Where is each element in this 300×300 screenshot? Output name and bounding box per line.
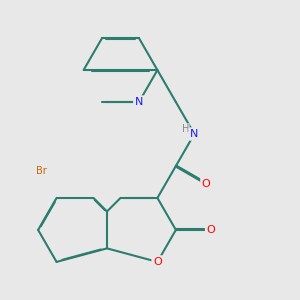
Text: Br: Br [35,166,46,176]
Text: O: O [202,178,211,188]
Text: N: N [135,97,143,107]
Text: H: H [182,124,189,134]
Text: O: O [153,257,162,267]
Text: N: N [190,129,199,139]
Text: O: O [207,225,215,235]
